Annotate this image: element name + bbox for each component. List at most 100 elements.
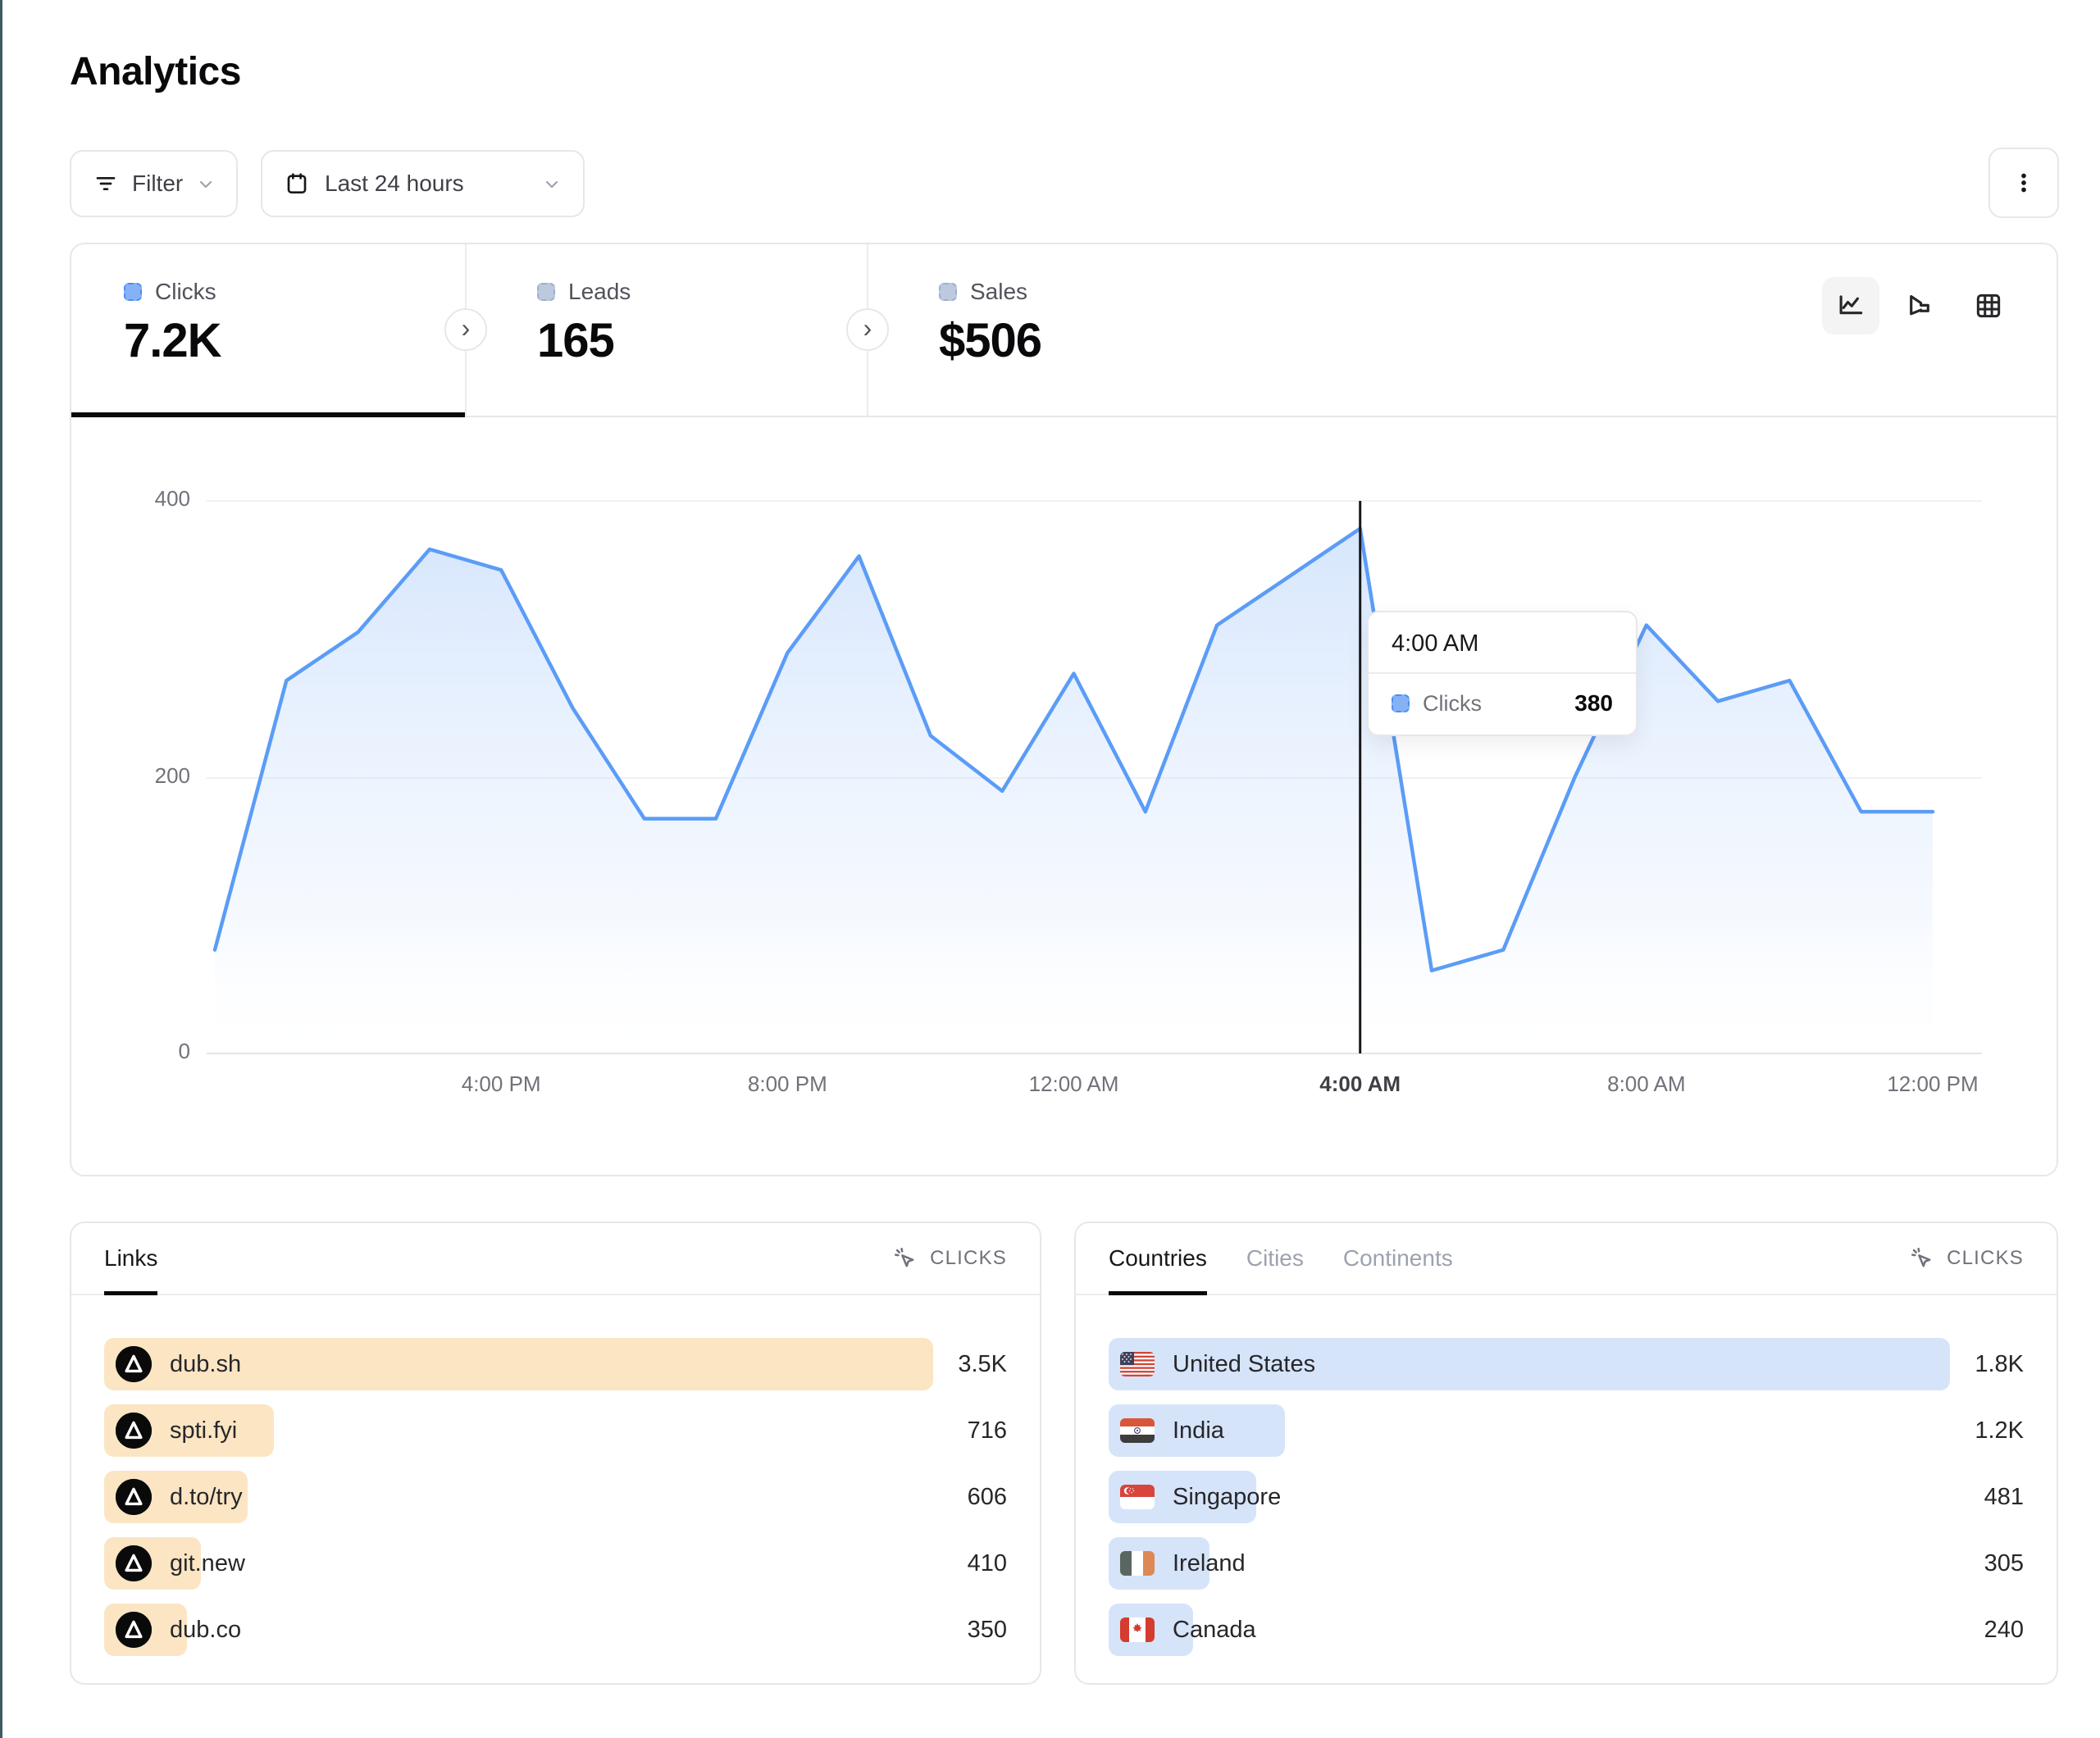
country-label: United States [1173, 1350, 1316, 1377]
expand-leads-button[interactable]: › [444, 308, 487, 351]
x-tick-8pm: 8:00 PM [747, 1071, 827, 1096]
more-menu-button[interactable] [1988, 148, 2059, 218]
country-row[interactable]: Canada 240 [1109, 1604, 2024, 1656]
country-row[interactable]: India 1.2K [1109, 1404, 2024, 1457]
singapore-flag-icon [1120, 1485, 1155, 1509]
page-left-accent [0, 0, 2, 1738]
country-clicks-value: 305 [1984, 1549, 2024, 1576]
clicks-metric-label: Clicks [155, 279, 216, 304]
chart-canvas[interactable] [71, 416, 2057, 1175]
funnel-chart-view-button[interactable] [1891, 277, 1948, 334]
tab-clicks[interactable]: Clicks 7.2K [71, 244, 465, 417]
link-clicks-value: 3.5K [958, 1350, 1007, 1377]
clicks-series-swatch [1392, 694, 1410, 712]
clicks-series-swatch [124, 283, 142, 301]
expand-sales-button[interactable]: › [846, 308, 889, 351]
canada-flag-icon [1120, 1617, 1155, 1642]
link-clicks-value: 350 [967, 1616, 1007, 1643]
table-view-button[interactable] [1960, 277, 2017, 334]
date-range-button[interactable]: Last 24 hours [261, 150, 585, 217]
selected-tab-underline [104, 1291, 158, 1295]
x-tick-4am: 4:00 AM [1319, 1071, 1401, 1096]
tab-cities[interactable]: Cities [1246, 1223, 1304, 1294]
link-row[interactable]: git.new 410 [104, 1537, 1007, 1590]
link-label: d.to/try [170, 1483, 243, 1510]
country-row[interactable]: Singapore 481 [1109, 1471, 2024, 1523]
link-row[interactable]: d.to/try 606 [104, 1471, 1007, 1523]
links-clicks-column-header[interactable]: CLICKS [892, 1245, 1007, 1272]
kebab-menu-icon [2010, 169, 2038, 197]
date-range-label: Last 24 hours [325, 171, 464, 196]
country-label: India [1173, 1417, 1224, 1444]
countries-clicks-column-header[interactable]: CLICKS [1909, 1245, 2024, 1272]
country-bar [1109, 1338, 1950, 1390]
sales-metric-value: $506 [939, 314, 1042, 367]
clicks-line-series [212, 526, 1935, 973]
table-view-icon [1973, 290, 2004, 321]
sales-series-swatch [939, 283, 957, 301]
analytics-card: Clicks 7.2K › Leads 165 › [70, 243, 2058, 1176]
country-clicks-value: 481 [1984, 1483, 2024, 1510]
dub-logo-icon [116, 1479, 152, 1515]
country-clicks-value: 240 [1984, 1616, 2024, 1643]
page-title: Analytics [70, 50, 241, 93]
leads-metric-label: Leads [568, 279, 631, 304]
tab-links[interactable]: Links [104, 1223, 158, 1295]
x-tick-4pm: 4:00 PM [461, 1071, 541, 1096]
tooltip-time: 4:00 AM [1369, 612, 1636, 674]
link-clicks-value: 410 [967, 1549, 1007, 1576]
filter-button-label: Filter [132, 171, 184, 196]
country-label: Canada [1173, 1616, 1256, 1643]
tooltip-metric-label: Clicks [1423, 690, 1482, 716]
leads-metric-value: 165 [537, 314, 615, 367]
link-bar [104, 1338, 933, 1390]
filter-lines-icon [93, 171, 119, 197]
tab-countries[interactable]: Countries [1109, 1223, 1207, 1295]
selected-tab-underline [1109, 1291, 1207, 1295]
country-row[interactable]: United States 1.8K [1109, 1338, 2024, 1390]
link-row[interactable]: dub.co 350 [104, 1604, 1007, 1656]
tab-sales[interactable]: Sales $506 [867, 244, 1359, 416]
clicks-metric-value: 7.2K [124, 314, 222, 367]
tooltip-metric-value: 380 [1574, 690, 1613, 716]
sales-metric-label: Sales [970, 279, 1028, 304]
countries-card: Countries Cities Continents CLICKS [1074, 1222, 2058, 1685]
link-label: dub.co [170, 1616, 242, 1643]
country-row[interactable]: Ireland 305 [1109, 1537, 2024, 1590]
dub-logo-icon [116, 1545, 152, 1581]
links-card: Links CLICKS dub.sh 3.5K [70, 1222, 1041, 1685]
line-chart-view-button[interactable] [1822, 277, 1879, 334]
links-tab-label: Links [104, 1245, 158, 1271]
dub-logo-icon [116, 1346, 152, 1382]
clicks-area-fill [215, 528, 1933, 1053]
link-clicks-value: 606 [967, 1483, 1007, 1510]
chevron-right-icon: › [461, 313, 471, 343]
us-flag-icon [1120, 1352, 1155, 1376]
chevron-right-icon: › [863, 313, 872, 343]
clicks-area-chart[interactable]: 400 200 0 4:00 PM 8:00 PM 12:00 AM 4:00 … [71, 416, 2057, 1175]
ireland-flag-icon [1120, 1551, 1155, 1576]
cursor-click-icon [892, 1245, 918, 1272]
y-tick-400: 400 [154, 486, 190, 511]
x-tick-12pm: 12:00 PM [1887, 1071, 1979, 1096]
filter-button[interactable]: Filter [70, 150, 238, 217]
links-list: dub.sh 3.5K spti.fyi 716 d.to/try 606 [104, 1338, 1007, 1670]
dub-logo-icon [116, 1612, 152, 1648]
tab-leads[interactable]: Leads 165 [465, 244, 867, 416]
continents-tab-label: Continents [1342, 1245, 1453, 1271]
link-clicks-value: 716 [967, 1417, 1007, 1444]
chart-tooltip: 4:00 AM Clicks 380 [1367, 611, 1638, 736]
links-card-header: Links CLICKS [71, 1223, 1040, 1295]
link-row[interactable]: dub.sh 3.5K [104, 1338, 1007, 1390]
countries-card-header: Countries Cities Continents CLICKS [1076, 1223, 2057, 1295]
x-tick-12am: 12:00 AM [1028, 1071, 1119, 1096]
clicks-column-label: CLICKS [1947, 1247, 2024, 1269]
y-tick-0: 0 [178, 1039, 190, 1063]
selected-tab-underline [71, 412, 465, 417]
tab-continents[interactable]: Continents [1343, 1223, 1453, 1294]
funnel-chart-icon [1904, 290, 1935, 321]
clicks-column-label: CLICKS [930, 1247, 1007, 1269]
y-tick-200: 200 [154, 763, 190, 788]
link-label: spti.fyi [170, 1417, 238, 1444]
link-row[interactable]: spti.fyi 716 [104, 1404, 1007, 1457]
